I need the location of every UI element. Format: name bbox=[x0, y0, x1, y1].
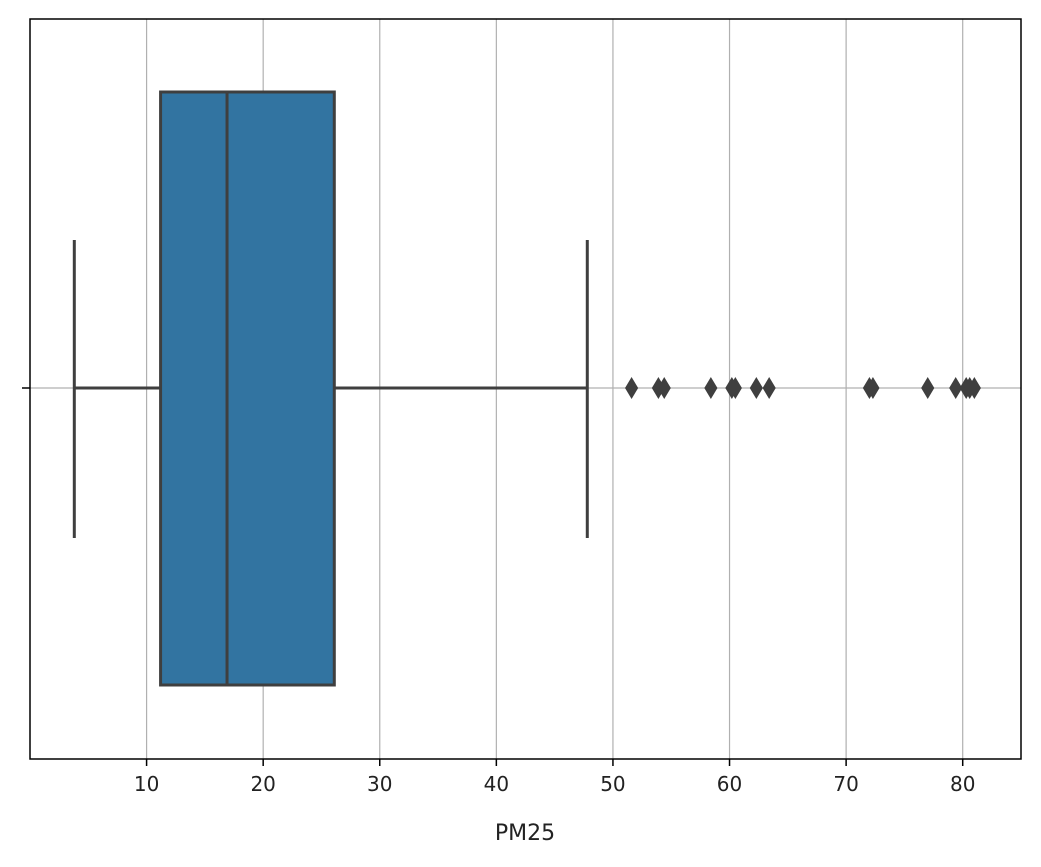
outlier-point-0 bbox=[625, 377, 639, 399]
iqr-box bbox=[159, 90, 336, 687]
outlier-point-10 bbox=[921, 377, 935, 399]
x-tick-label-20: 20 bbox=[250, 772, 275, 796]
x-tick-label-40: 40 bbox=[484, 772, 509, 796]
x-tick-label-30: 30 bbox=[367, 772, 392, 796]
x-tick-label-70: 70 bbox=[833, 772, 858, 796]
x-axis-label: PM25 bbox=[495, 821, 555, 846]
x-tick-label-80: 80 bbox=[950, 772, 975, 796]
outlier-point-7 bbox=[762, 377, 776, 399]
outlier-point-11 bbox=[949, 377, 963, 399]
outlier-layer bbox=[625, 377, 981, 399]
outlier-point-9 bbox=[866, 377, 880, 399]
x-tick-label-10: 10 bbox=[134, 772, 159, 796]
outlier-point-2 bbox=[657, 377, 671, 399]
outlier-point-5 bbox=[728, 377, 742, 399]
outlier-point-6 bbox=[749, 377, 763, 399]
outlier-point-14 bbox=[967, 377, 981, 399]
axes-frame bbox=[29, 18, 1022, 760]
outlier-point-3 bbox=[704, 377, 718, 399]
tick-layer: 10 20 30 40 50 60 70 80 bbox=[22, 387, 975, 796]
x-tick-label-60: 60 bbox=[717, 772, 742, 796]
box-layer bbox=[72, 90, 589, 687]
x-tick-label-50: 50 bbox=[600, 772, 625, 796]
